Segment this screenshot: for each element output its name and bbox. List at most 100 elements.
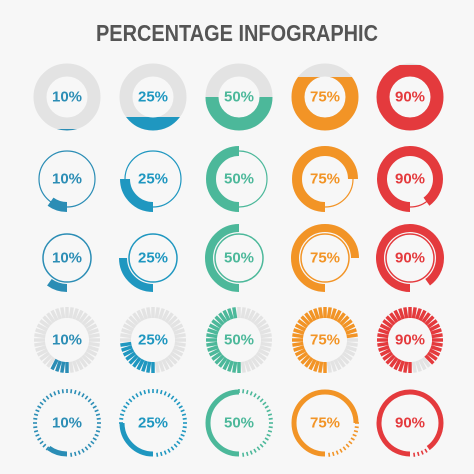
- dash: [156, 452, 159, 457]
- dash: [45, 446, 50, 451]
- gauge-tick: [393, 309, 402, 322]
- percent-label: 10%: [52, 171, 82, 188]
- gauge-tick: [415, 308, 422, 320]
- dash: [335, 450, 339, 455]
- dash: [173, 443, 178, 448]
- dash: [49, 393, 53, 398]
- dash: [35, 409, 40, 413]
- gauge-arc: [120, 178, 154, 212]
- gauge-tick: [259, 328, 271, 335]
- gauge-tick: [341, 351, 353, 361]
- gauge-tick: [122, 348, 135, 357]
- dash: [266, 409, 271, 413]
- gauge-tick: [341, 319, 353, 329]
- percent-label: 90%: [395, 89, 425, 106]
- gauge-tick: [227, 308, 234, 320]
- gauge-tick: [343, 348, 356, 357]
- gauge-tick: [211, 351, 223, 361]
- gauge-tick: [379, 348, 392, 357]
- gauge-tick: [81, 315, 92, 326]
- gauge-tick: [87, 328, 99, 335]
- gauge-arc: [376, 389, 444, 457]
- gauge-tick: [222, 309, 231, 322]
- thin-ring: [128, 233, 178, 283]
- gauge-tick: [208, 323, 221, 332]
- dash: [182, 417, 187, 420]
- gauge-arc: [291, 389, 359, 457]
- gauge-tick: [259, 345, 271, 352]
- gauge-tick: [431, 341, 443, 347]
- gauge-tick: [88, 333, 100, 339]
- gauge-arc: [205, 389, 240, 457]
- dash: [249, 450, 253, 455]
- gauge-arc: [376, 224, 444, 292]
- dash: [95, 429, 101, 433]
- gauge-tick: [346, 341, 358, 347]
- gauge-tick: [260, 333, 272, 339]
- gauge-tick: [164, 312, 174, 324]
- gauge-tick: [415, 360, 422, 372]
- dash: [87, 398, 92, 403]
- thin-ring: [385, 233, 435, 283]
- gauge-tick: [333, 358, 342, 371]
- gauge-tick: [426, 351, 438, 361]
- dash: [95, 413, 101, 417]
- dash: [96, 417, 101, 420]
- gauge-tick: [218, 312, 228, 324]
- gauge-tick: [385, 315, 396, 326]
- dash: [73, 451, 77, 457]
- gauge-tick: [389, 356, 399, 368]
- dash: [424, 448, 428, 453]
- gauge-tick: [346, 333, 358, 339]
- dash: [119, 413, 125, 417]
- gauge-tick: [125, 319, 137, 329]
- gauge-arc: [205, 224, 240, 292]
- gauge-tick: [326, 361, 332, 373]
- dash: [92, 405, 97, 409]
- gauge-tick: [426, 319, 438, 329]
- dash: [96, 426, 101, 429]
- dash: [167, 448, 171, 453]
- gauge-tick: [418, 358, 427, 371]
- gauge-tick: [87, 345, 99, 352]
- gauge-tick: [330, 360, 337, 372]
- gauge-tick: [304, 356, 314, 368]
- gauge-tick: [60, 361, 66, 373]
- gauge-tick: [161, 358, 170, 371]
- dash: [259, 398, 264, 403]
- dash: [253, 448, 257, 453]
- gauge-tick: [398, 308, 405, 320]
- gauge-tick: [326, 307, 332, 319]
- gauge-tick: [36, 323, 49, 332]
- dash: [262, 440, 267, 445]
- percent-label: 10%: [52, 89, 82, 106]
- gauge-tick: [154, 361, 160, 373]
- dash: [342, 446, 347, 451]
- dash: [70, 389, 73, 394]
- dash: [180, 433, 185, 437]
- dash: [77, 391, 81, 396]
- gauge-tick: [120, 341, 132, 347]
- gauge-tick: [39, 351, 51, 361]
- dash: [354, 426, 359, 429]
- dash: [73, 389, 77, 395]
- gauge-tick: [336, 312, 346, 324]
- gauge-tick: [255, 351, 267, 361]
- gauge-tick: [39, 319, 51, 329]
- gauge-tick: [154, 307, 160, 319]
- dash: [33, 413, 39, 417]
- dash: [131, 395, 136, 400]
- gauge-tick: [42, 315, 53, 326]
- dash: [57, 389, 61, 395]
- dash: [147, 389, 150, 394]
- gauge-tick: [161, 309, 170, 322]
- percent-label: 25%: [138, 332, 168, 349]
- dash: [267, 429, 273, 433]
- gauge-tick: [158, 360, 165, 372]
- gauge-tick: [50, 309, 59, 322]
- percent-label: 90%: [395, 250, 425, 267]
- gauge-tick: [421, 356, 431, 368]
- percent-label: 50%: [224, 89, 254, 106]
- gauge-tick: [206, 333, 218, 339]
- level-fill: [376, 65, 444, 131]
